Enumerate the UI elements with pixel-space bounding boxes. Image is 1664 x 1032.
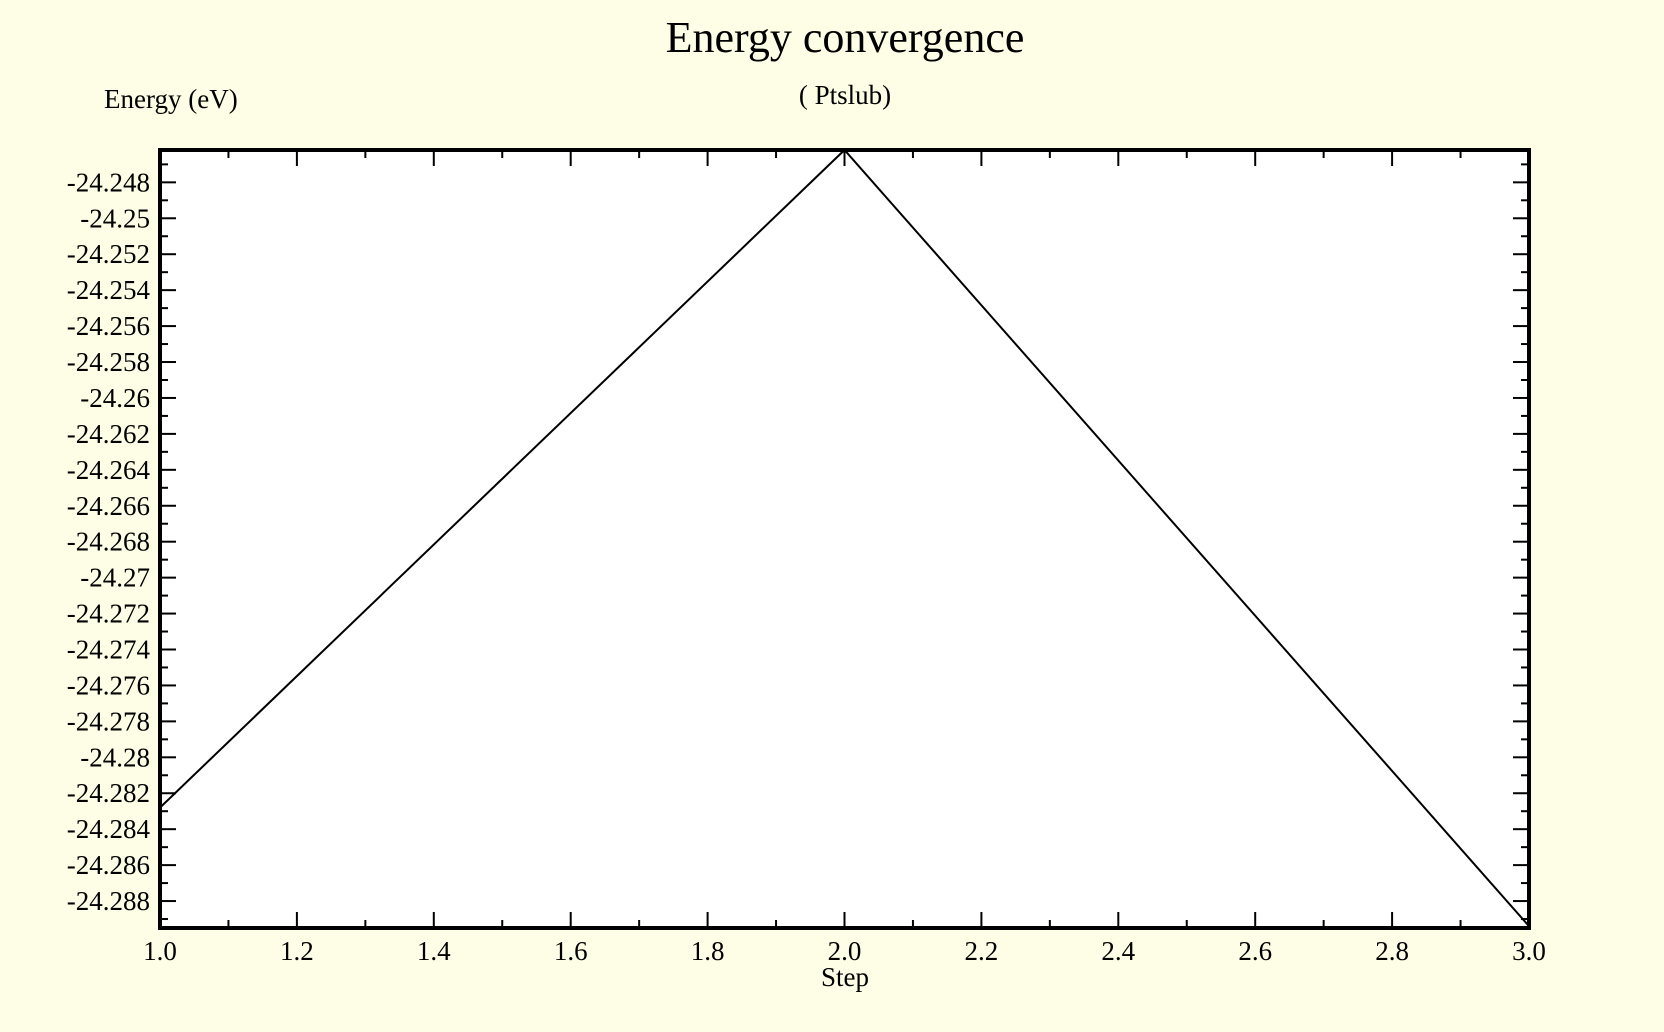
x-tick-label: 1.2 [280,936,314,966]
y-tick-label: -24.26 [80,383,150,413]
y-tick-label: -24.268 [67,527,150,557]
y-tick-label: -24.25 [80,203,150,233]
plot-frame [158,148,1531,930]
chart-title: Energy convergence [665,13,1025,62]
y-tick-label: -24.254 [67,275,151,305]
y-tick-label: -24.258 [67,347,150,377]
y-tick-label: -24.284 [67,814,151,844]
y-tick-label: -24.252 [67,239,150,269]
y-tick-label: -24.266 [67,491,150,521]
y-tick-label: -24.27 [80,563,150,593]
x-tick-label: 2.8 [1375,936,1409,966]
y-tick-label: -24.274 [67,635,151,665]
x-tick-label: 1.6 [554,936,588,966]
plot-area [160,150,1529,928]
x-tick-label: 2.4 [1101,936,1135,966]
x-tick-label: 2.2 [965,936,999,966]
x-tick-label: 1.0 [143,936,177,966]
y-tick-label: -24.256 [67,311,150,341]
y-tick-label: -24.286 [67,850,150,880]
y-tick-label: -24.272 [67,599,150,629]
y-tick-label: -24.288 [67,886,150,916]
chart-subtitle: ( Ptslub) [798,80,892,110]
y-tick-label: -24.276 [67,670,150,700]
tick-labels-layer: 1.0 1.2 1.4 1.6 1.8 2.0 2.2 2.4 2.6 2.8 3.0 -24.248… [67,167,1546,966]
x-tick-label: 1.8 [691,936,725,966]
y-tick-label: -24.282 [67,778,150,808]
x-axis-label: Step [820,962,869,992]
y-tick-label: -24.264 [67,455,151,485]
x-tick-label: 3.0 [1512,936,1546,966]
x-tick-label: 2.0 [828,936,862,966]
y-tick-label: -24.248 [67,167,150,197]
y-tick-label: -24.278 [67,706,150,736]
y-axis-label: Energy (eV) [104,84,238,114]
y-tick-label: -24.262 [67,419,150,449]
y-tick-label: -24.28 [80,742,150,772]
x-tick-label: 2.6 [1238,936,1272,966]
x-tick-label: 1.4 [417,936,451,966]
